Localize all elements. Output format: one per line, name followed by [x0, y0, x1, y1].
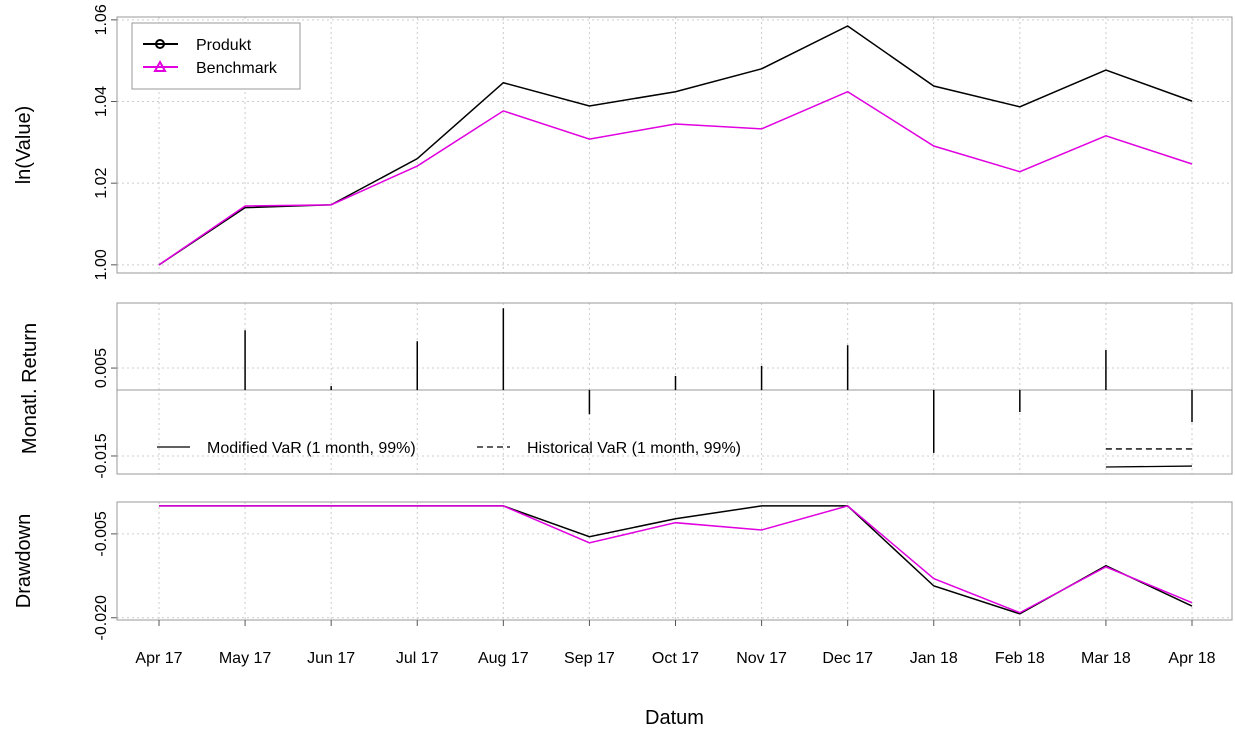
y-tick-label: -0.015 — [93, 433, 110, 478]
x-tick-label: Nov 17 — [736, 650, 787, 667]
bar — [1191, 390, 1193, 423]
x-tick-label: Oct 17 — [652, 650, 699, 667]
legend-box — [131, 22, 301, 90]
x-tick-label: May 17 — [219, 650, 272, 667]
x-tick-label: Apr 17 — [135, 650, 182, 667]
legend: Modified VaR (1 month, 99%) Historical Va… — [157, 440, 741, 457]
line — [158, 90, 1193, 266]
bar — [846, 345, 849, 391]
x-tick-label: Sep 17 — [564, 650, 615, 667]
line — [158, 25, 1193, 266]
bar — [588, 390, 591, 415]
bar — [330, 386, 332, 391]
y-tick-label: -0.020 — [93, 595, 110, 640]
bar — [933, 390, 935, 453]
y-tick-label: -0.005 — [93, 511, 110, 556]
legend-label: Produkt — [196, 37, 252, 54]
plot-frame — [116, 302, 1233, 475]
bar — [760, 365, 763, 391]
line — [159, 505, 1193, 614]
x-tick-label: Jun 17 — [307, 650, 355, 667]
x-tick-label: Jul 17 — [396, 650, 439, 667]
x-tick-label: Jan 18 — [910, 650, 958, 667]
bar — [502, 308, 505, 391]
y-tick-label: 1.00 — [93, 249, 110, 280]
x-tick-label: Aug 17 — [478, 650, 529, 667]
legend-marker — [153, 59, 167, 72]
bar — [1105, 350, 1107, 391]
bar — [674, 375, 677, 391]
x-tick-label: Dec 17 — [822, 650, 873, 667]
plot-frame — [116, 16, 1233, 274]
legend-label: Modified VaR (1 month, 99%) — [207, 440, 416, 457]
line — [1105, 465, 1193, 468]
legend-label: Benchmark — [196, 60, 278, 77]
y-tick-label: 1.06 — [93, 4, 110, 35]
y-axis-title: Drawdown — [13, 514, 35, 608]
legend-marker — [155, 39, 165, 49]
y-tick-label: 1.02 — [93, 168, 110, 199]
x-tick-label: Mar 18 — [1081, 650, 1131, 667]
y-axis-title: Monatl. Return — [19, 323, 41, 454]
legend-label: Historical VaR (1 month, 99%) — [527, 440, 741, 457]
legend: Produkt Benchmark — [131, 22, 301, 90]
y-tick-label: 0.005 — [93, 348, 110, 388]
x-tick-label: Apr 18 — [1168, 650, 1215, 667]
plot-frame — [116, 501, 1233, 621]
bar — [416, 341, 418, 391]
bar — [1019, 390, 1021, 413]
x-tick-label: Feb 18 — [995, 650, 1045, 667]
y-tick-label: 1.04 — [93, 86, 110, 117]
y-axis-title: ln(Value) — [13, 106, 35, 185]
bar — [244, 330, 246, 391]
x-axis-title: Datum — [645, 707, 704, 729]
